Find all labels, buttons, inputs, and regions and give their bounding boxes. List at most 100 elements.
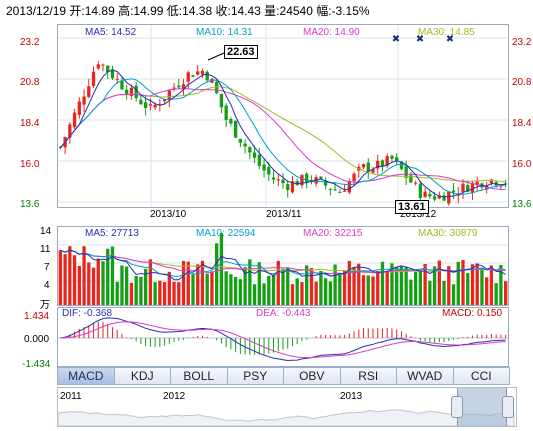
tab-rsi[interactable]: RSI	[339, 367, 397, 385]
volume-bar	[423, 263, 427, 305]
timeline-left-handle[interactable]	[451, 396, 463, 418]
price-left-tick: 20.8	[20, 77, 40, 88]
volume-bar	[451, 284, 456, 305]
candle-body	[87, 86, 91, 97]
volume-bar	[432, 266, 437, 305]
volume-bar	[186, 261, 190, 305]
high-price-marker: 22.63	[224, 45, 258, 59]
volume-bar	[238, 279, 243, 305]
volume-bar	[366, 275, 370, 305]
tab-macd[interactable]: MACD	[57, 367, 115, 385]
volume-bar	[461, 260, 465, 305]
timeline-year-label: 2013	[340, 391, 363, 402]
tab-obv[interactable]: OBV	[283, 367, 341, 385]
low-price-marker: 13.61	[395, 200, 429, 214]
candle-body	[186, 72, 190, 82]
indicator-tabs: MACD KDJ BOLL PSY OBV RSI WVAD CCI	[57, 367, 510, 385]
candle-body	[371, 169, 375, 173]
volume-bar	[305, 265, 309, 305]
volume-bar	[456, 261, 460, 305]
candle-body	[167, 90, 171, 100]
candle-body	[451, 190, 456, 193]
volume-chart-panel[interactable]	[57, 226, 509, 306]
candle-body	[58, 146, 63, 148]
ma5-price-line	[60, 69, 506, 198]
price-left-tick: 13.6	[20, 199, 40, 210]
timeline-right-handle[interactable]	[502, 396, 514, 418]
timeline-area	[58, 409, 515, 426]
price-chart-panel[interactable]: ✖ ✖ ✖	[57, 24, 509, 208]
candle-body	[271, 177, 276, 180]
candle-body	[352, 173, 356, 182]
tab-kdj[interactable]: KDJ	[113, 367, 171, 385]
volume-bar	[342, 270, 347, 305]
candle-body	[200, 70, 205, 75]
tab-boll[interactable]: BOLL	[170, 367, 228, 385]
date-label-dec: 2013/12	[400, 209, 437, 220]
volume-bar	[110, 246, 115, 305]
volume-bar	[404, 267, 408, 305]
candle-body	[466, 185, 470, 192]
candle-body	[390, 155, 394, 159]
candle-body	[134, 85, 138, 99]
volume-bar	[87, 262, 91, 305]
candle-body	[233, 120, 238, 138]
volume-bar	[158, 280, 162, 305]
volume-bar	[82, 246, 86, 305]
quote-header: 2013/12/19 开:14.89 高:14.99 低:14.38 收:14.…	[6, 4, 370, 18]
candle-body	[196, 71, 200, 75]
timeline-selection-window[interactable]	[457, 388, 507, 426]
date-label-nov: 2013/11	[266, 209, 302, 220]
volume-bar	[72, 255, 77, 305]
volume-unit: 万	[40, 300, 50, 311]
volume-bar	[91, 267, 96, 305]
candle-body	[252, 152, 257, 158]
volume-bar	[371, 276, 375, 305]
candle-body	[177, 85, 181, 88]
ma5-price-label: MA5: 14.52	[85, 27, 137, 38]
candle-body	[338, 192, 342, 194]
volume-bar	[323, 278, 328, 305]
volume-bar	[68, 246, 72, 305]
volume-chart-canvas	[58, 233, 508, 305]
volume-bar	[333, 264, 337, 305]
candle-body	[229, 119, 233, 124]
volume-bar	[418, 271, 423, 305]
tab-psy[interactable]: PSY	[226, 367, 284, 385]
timeline-navigator[interactable]	[57, 387, 517, 427]
dif-line	[60, 317, 506, 362]
price-left-tick: 16.0	[20, 159, 40, 170]
tab-wvad[interactable]: WVAD	[396, 367, 454, 385]
volume-bar	[489, 265, 494, 305]
candle-body	[257, 154, 261, 166]
volume-bar	[243, 267, 247, 305]
volume-bar	[395, 266, 399, 305]
macd-tick: -1.434	[22, 359, 51, 370]
volume-bar	[300, 282, 304, 305]
volume-bar	[276, 260, 280, 305]
candle-body	[347, 181, 351, 193]
ma20-price-label: MA20: 14.90	[303, 27, 360, 38]
volume-bar	[409, 279, 413, 305]
candle-body	[191, 75, 195, 77]
volume-bar	[252, 284, 257, 305]
candle-body	[148, 104, 153, 106]
volume-bar	[475, 263, 479, 305]
volume-bar	[295, 278, 299, 305]
candle-body	[333, 189, 337, 191]
ma5-volume-label: MA5: 27713	[85, 228, 139, 239]
candle-body	[101, 64, 105, 66]
volume-bar	[503, 281, 508, 305]
tab-cci[interactable]: CCI	[452, 367, 510, 385]
price-right-tick: 23.2	[512, 37, 532, 48]
candle-body	[404, 166, 408, 178]
macd-value-label: MACD: 0.150	[442, 308, 503, 319]
candle-body	[224, 105, 228, 120]
candle-body	[276, 179, 280, 181]
volume-bar	[106, 248, 110, 305]
candle-body	[215, 81, 219, 94]
ma10-volume-line	[60, 249, 506, 277]
candle-body	[409, 175, 413, 183]
macd-chart-panel[interactable]	[57, 307, 509, 367]
candle-body	[432, 196, 437, 200]
